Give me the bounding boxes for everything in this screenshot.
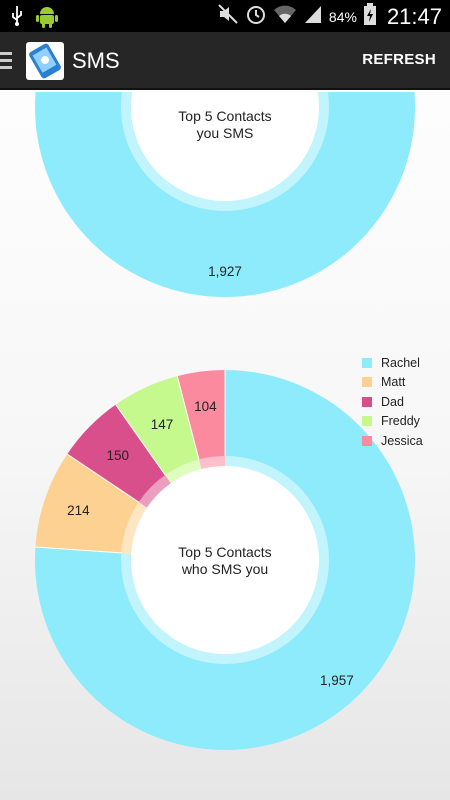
- legend-swatch: [362, 377, 372, 388]
- legend-swatch: [362, 416, 372, 427]
- data-label-rachel: 1,957: [320, 673, 354, 688]
- legend-item-dad: Dad: [362, 392, 423, 412]
- chart-contacts-you-sms: Top 5 Contacts you SMS 1,927: [34, 92, 415, 297]
- chart-contacts-who-sms-you: Top 5 Contacts who SMS you 1,957 214 150 147 1…: [35, 370, 416, 750]
- legend-label: Jessica: [381, 433, 423, 448]
- legend-label: Freddy: [381, 414, 420, 429]
- signal-icon: [303, 3, 323, 30]
- alarm-icon: [245, 3, 267, 30]
- chart-legend: Rachel Matt Dad Freddy Jessica: [362, 353, 423, 451]
- data-label-matt: 214: [67, 503, 90, 518]
- app-icon[interactable]: [26, 42, 64, 80]
- chart-title: Top 5 Contacts who SMS you: [178, 544, 271, 577]
- mute-icon: [217, 3, 239, 30]
- data-label-jessica: 104: [194, 399, 217, 414]
- data-label-rachel: 1,927: [208, 264, 242, 279]
- legend-item-matt: Matt: [362, 373, 423, 393]
- legend-label: Matt: [381, 375, 406, 390]
- menu-icon[interactable]: [0, 50, 12, 72]
- data-label-dad: 150: [107, 448, 130, 463]
- legend-label: Dad: [381, 394, 404, 409]
- legend-item-rachel: Rachel: [362, 353, 423, 373]
- legend-swatch: [362, 396, 372, 407]
- legend-label: Rachel: [381, 355, 420, 370]
- legend-swatch: [362, 357, 372, 368]
- donut-hole: [131, 466, 319, 654]
- legend-item-freddy: Freddy: [362, 412, 423, 432]
- app-title: SMS: [72, 48, 120, 73]
- donut-hole: [131, 92, 319, 201]
- action-bar: SMS REFRESH: [0, 32, 450, 90]
- refresh-button[interactable]: REFRESH: [362, 51, 436, 68]
- clock: 21:47: [386, 3, 442, 29]
- battery-icon: [363, 2, 377, 31]
- status-bar: 84% 21:47: [0, 0, 450, 32]
- usb-icon: [10, 5, 24, 32]
- chart-title: Top 5 Contacts you SMS: [178, 108, 271, 141]
- legend-swatch: [362, 435, 372, 446]
- wifi-icon: [273, 3, 297, 30]
- legend-item-jessica: Jessica: [362, 431, 423, 451]
- battery-percent: 84%: [328, 8, 357, 25]
- data-label-freddy: 147: [151, 417, 174, 432]
- android-icon: [36, 4, 58, 33]
